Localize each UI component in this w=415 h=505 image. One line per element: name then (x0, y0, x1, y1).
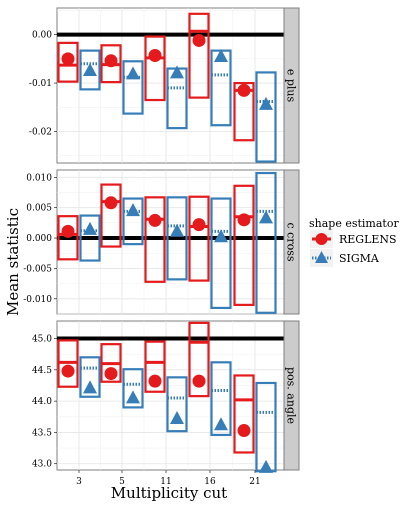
legend-point-sigma (315, 251, 328, 263)
point-sigma (126, 203, 140, 217)
y-tick-label: -0.01 (29, 79, 52, 89)
range-box-reglens (233, 374, 255, 454)
range-box-reglens (188, 195, 210, 282)
legend-point-reglens (315, 233, 328, 245)
point-reglens (192, 218, 206, 232)
range-box-reglens (233, 81, 255, 142)
legend-item-reglens: REGLENS (310, 230, 397, 248)
x-tick-label: 11 (160, 477, 171, 487)
strip-background (283, 7, 300, 164)
point-sigma (214, 229, 228, 243)
point-reglens (237, 83, 251, 97)
panel-e-plus: 0.00 -0.01 -0.02 e plus (29, 7, 300, 164)
y-tick-label: 0.005 (26, 204, 52, 214)
range-box-sigma (122, 60, 144, 115)
point-sigma (170, 65, 184, 79)
y-tick-label: 43.5 (32, 428, 52, 438)
range-box-sigma (210, 197, 232, 310)
point-sigma (83, 63, 97, 76)
point-reglens (104, 54, 118, 68)
range-box-sigma (79, 49, 101, 91)
panel-c-cross: 0.010 0.005 0.000 -0.005 -0.010 c cross (23, 169, 300, 315)
x-tick-label: 16 (204, 477, 216, 487)
point-reglens (61, 224, 75, 238)
x-axis-title: Multiplicity cut (111, 484, 227, 502)
point-reglens (61, 364, 75, 378)
y-tick-label: 0.00 (32, 31, 52, 41)
point-sigma (126, 66, 140, 80)
panel-pos-angle: 45.0 44.5 44.0 43.5 43.0 pos. angle (32, 320, 300, 473)
point-reglens (192, 374, 206, 388)
x-tick-label: 5 (119, 477, 125, 487)
point-sigma (126, 390, 140, 404)
legend-title: shape estimator (309, 217, 399, 230)
panel-background (56, 320, 285, 471)
y-tick-label: -0.010 (23, 295, 52, 305)
y-tick-label: 0.010 (26, 173, 52, 183)
point-sigma (83, 380, 97, 394)
point-reglens (237, 424, 251, 438)
point-reglens (148, 48, 162, 62)
legend: shape estimator REGLENS SIGMA (309, 217, 399, 267)
panel-background (56, 169, 285, 315)
point-reglens (148, 213, 162, 227)
range-box-reglens (57, 215, 79, 261)
point-sigma (259, 96, 273, 110)
range-box-sigma (122, 368, 144, 409)
point-sigma (170, 411, 184, 425)
y-tick-label: 43.0 (32, 460, 52, 470)
strip-background (283, 320, 300, 471)
y-tick-label: -0.005 (23, 264, 52, 274)
range-box-sigma (166, 196, 188, 281)
range-box-reglens (144, 35, 166, 102)
point-reglens (61, 52, 75, 66)
range-box-reglens (188, 12, 210, 99)
point-reglens (192, 33, 206, 47)
y-tick-label: -0.02 (29, 128, 52, 138)
strip-label: e plus (285, 69, 298, 103)
y-tick-label: 0.000 (26, 234, 52, 244)
strip-label: pos. angle (285, 367, 298, 424)
strip-label: c cross (285, 223, 298, 262)
range-box-sigma (79, 356, 101, 398)
y-axis-title: Mean statistic (4, 208, 22, 316)
point-sigma (259, 459, 273, 473)
legend-label-sigma: SIGMA (339, 252, 380, 265)
range-box-sigma (210, 361, 232, 437)
point-sigma (214, 417, 228, 431)
range-box-reglens (57, 41, 79, 83)
x-tick-label: 3 (76, 477, 82, 487)
point-sigma (214, 48, 228, 62)
point-reglens (104, 367, 118, 381)
range-box-sigma (122, 197, 144, 246)
point-reglens (237, 213, 251, 227)
point-sigma (259, 210, 273, 224)
legend-item-sigma: SIGMA (310, 249, 380, 267)
strip-background (283, 169, 300, 315)
range-box-reglens (233, 184, 255, 306)
range-box-reglens (144, 196, 166, 283)
range-box-sigma (166, 376, 188, 433)
point-reglens (148, 374, 162, 388)
range-box-sigma (79, 214, 101, 262)
point-sigma (83, 221, 97, 235)
point-sigma (170, 223, 184, 237)
y-tick-label: 44.0 (32, 397, 52, 407)
point-reglens (104, 196, 118, 210)
range-box-reglens (188, 321, 210, 398)
legend-label-reglens: REGLENS (339, 233, 397, 246)
range-box-sigma (255, 71, 277, 163)
range-box-reglens (144, 340, 166, 393)
y-tick-label: 45.0 (32, 335, 52, 345)
range-box-sigma (255, 171, 277, 314)
range-box-reglens (100, 183, 122, 248)
x-tick-label: 21 (249, 477, 260, 487)
y-tick-label: 44.5 (32, 366, 52, 376)
